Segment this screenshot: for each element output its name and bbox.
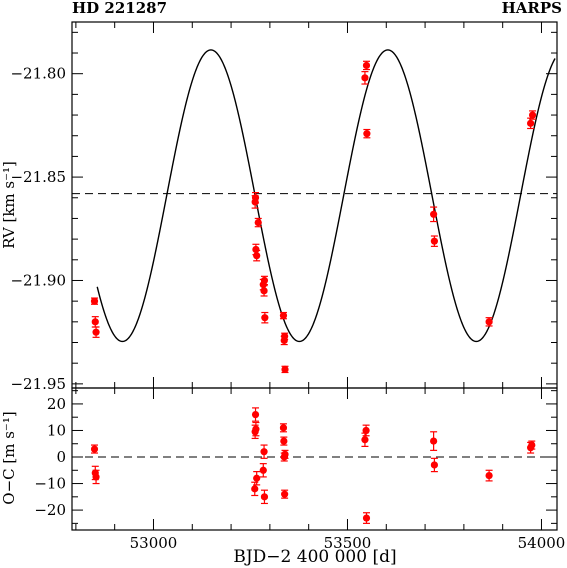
y-tick-label: −20 bbox=[34, 501, 66, 519]
y-tick-label: −21.95 bbox=[10, 375, 66, 393]
data-point bbox=[363, 130, 371, 138]
y-tick-label: −21.85 bbox=[10, 168, 66, 186]
data-point bbox=[361, 74, 369, 82]
data-point bbox=[90, 297, 99, 305]
data-point bbox=[260, 493, 269, 501]
data-point bbox=[281, 450, 289, 458]
x-tick-label: 53500 bbox=[324, 534, 372, 552]
y-tick-label: 0 bbox=[56, 448, 66, 466]
orbit-model-curve bbox=[96, 49, 556, 343]
y-tick-label: 10 bbox=[47, 421, 66, 439]
data-point bbox=[254, 218, 262, 227]
data-point bbox=[252, 245, 260, 254]
data-point bbox=[280, 437, 288, 445]
y-tick-label: −21.90 bbox=[10, 271, 66, 289]
data-point bbox=[260, 287, 268, 295]
data-point bbox=[251, 485, 259, 493]
x-tick-label: 54000 bbox=[518, 534, 566, 552]
data-point bbox=[253, 252, 261, 260]
residual-plot-frame bbox=[71, 387, 558, 531]
data-point bbox=[90, 445, 99, 453]
rv-plot-frame bbox=[71, 21, 558, 389]
data-point bbox=[485, 318, 493, 326]
data-point bbox=[260, 448, 268, 456]
data-point bbox=[253, 474, 261, 482]
data-point bbox=[281, 332, 289, 340]
residual-axis-label: O−C [m s⁻¹] bbox=[0, 411, 18, 504]
data-point bbox=[91, 318, 99, 326]
data-point bbox=[281, 365, 289, 373]
data-point bbox=[362, 61, 371, 70]
y-tick-label: −10 bbox=[34, 475, 66, 493]
residuals-panel: 20 10 0 −10 −20 53000 53500 54000 bbox=[34, 387, 566, 552]
header-star-name: HD 221287 bbox=[72, 0, 167, 17]
data-point bbox=[279, 312, 288, 320]
data-point bbox=[430, 237, 438, 245]
data-point bbox=[528, 441, 536, 449]
data-point bbox=[430, 461, 438, 469]
data-point bbox=[251, 410, 260, 419]
data-point bbox=[261, 314, 269, 322]
data-point bbox=[92, 328, 100, 336]
y-tick-label: 20 bbox=[47, 395, 66, 413]
data-point bbox=[281, 490, 289, 498]
data-point bbox=[362, 426, 370, 435]
data-point bbox=[362, 514, 371, 522]
data-point bbox=[528, 111, 537, 119]
data-point bbox=[485, 471, 493, 480]
data-point bbox=[92, 473, 100, 481]
data-point bbox=[260, 276, 269, 285]
rv-panel: −21.80 −21.85 −21.90 −21.95 bbox=[10, 21, 558, 393]
data-point bbox=[430, 437, 438, 445]
x-axis-label: BJD−2 400 000 [d] bbox=[233, 547, 396, 567]
x-tick-label: 53000 bbox=[130, 534, 178, 552]
header-instrument: HARPS bbox=[502, 0, 562, 17]
data-point bbox=[361, 436, 369, 444]
data-point bbox=[527, 119, 535, 127]
data-point bbox=[430, 210, 438, 218]
data-point bbox=[279, 424, 288, 432]
rv-axis-label: RV [km s⁻¹] bbox=[0, 161, 18, 249]
data-point bbox=[251, 194, 260, 202]
data-point bbox=[259, 466, 267, 474]
y-tick-label: −21.80 bbox=[10, 65, 66, 83]
data-point bbox=[252, 425, 260, 433]
